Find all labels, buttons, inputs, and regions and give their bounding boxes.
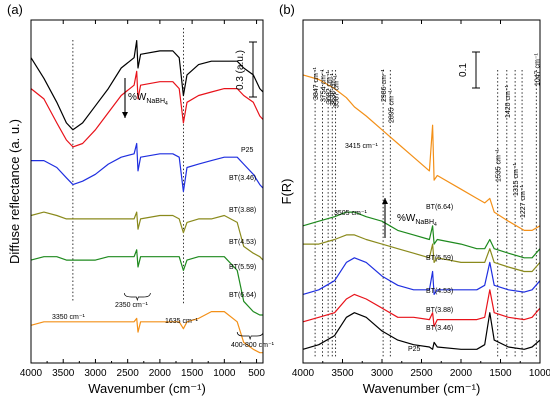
x-axis-label: Wavenumber (cm⁻¹) xyxy=(88,381,206,396)
scale-bar-label: 0.1 xyxy=(458,63,469,77)
series-line xyxy=(30,249,263,316)
y-axis-label: Diffuse reflectance (a. u.) xyxy=(7,119,22,264)
bracket xyxy=(236,331,264,341)
series-line xyxy=(302,289,541,327)
panel-label: (a) xyxy=(7,2,23,17)
series-line xyxy=(302,312,541,350)
series-line xyxy=(30,211,264,261)
annotation-label: 3587 cm⁻¹ xyxy=(334,74,341,108)
annotation-label: 400-800 cm⁻¹ xyxy=(231,342,275,349)
series-line xyxy=(303,234,541,273)
series-line xyxy=(302,257,541,295)
series-label: BT(5.59) xyxy=(426,255,453,262)
x-tick-label: 1000 xyxy=(529,368,550,379)
series-label: BT(4.53) xyxy=(426,288,453,295)
x-tick-label: 2000 xyxy=(450,368,473,379)
x-tick-label: 1500 xyxy=(181,368,204,379)
series-label: BT(3.46) xyxy=(426,325,453,332)
trend-arrow-label: %WNaBH4 xyxy=(397,213,437,228)
trend-arrow-label: %WNaBH4 xyxy=(128,92,168,107)
series-label: BT(3.88) xyxy=(426,307,453,314)
x-tick-label: 2500 xyxy=(117,368,140,379)
series-line xyxy=(30,70,264,148)
annotation-label: 2350 cm⁻¹ xyxy=(115,302,149,309)
annotation-label: 3630 cm⁻¹ xyxy=(330,72,337,106)
series-line xyxy=(30,311,263,354)
x-tick-label: 1000 xyxy=(213,368,236,379)
x-tick-label: 500 xyxy=(248,368,265,379)
x-tick-label: 4000 xyxy=(292,368,315,379)
series-label: BT(5.59) xyxy=(229,264,256,271)
x-tick-label: 3500 xyxy=(52,368,75,379)
trend-arrow-head xyxy=(122,112,128,118)
x-tick-label: 1500 xyxy=(489,368,512,379)
trend-arrow-head xyxy=(382,198,388,204)
annotation-label: 3754 cm⁻¹ xyxy=(320,68,327,102)
chart-panel-a: 4000 3500 3000 2500 2000 1500 1000 500 Wavenumbe… xyxy=(7,2,275,396)
bracket xyxy=(123,292,151,302)
series-line xyxy=(302,211,541,259)
series-line xyxy=(302,74,541,231)
annotation-label: 1635 cm⁻¹ xyxy=(165,318,199,325)
series-label: BT(6.64) xyxy=(426,204,453,211)
annotation-label: 3415 cm⁻¹ xyxy=(345,143,379,150)
annotation-label: 1420 cm⁻¹ xyxy=(505,84,512,118)
x-tick-label: 2000 xyxy=(149,368,172,379)
x-tick-label: 4000 xyxy=(20,368,43,379)
panel-label: (b) xyxy=(279,2,295,17)
annotation-label: 3682 cm⁻¹ xyxy=(326,70,333,104)
annotation-label: 1535 cm⁻¹ xyxy=(496,148,503,182)
series-label: BT(3.88) xyxy=(229,207,256,214)
plot-frame xyxy=(30,19,264,364)
series-label: BT(3.46) xyxy=(229,175,256,182)
series-label: P25 xyxy=(241,147,254,154)
x-tick-label: 3000 xyxy=(84,368,107,379)
annotation-label: 3350 cm⁻¹ xyxy=(52,314,86,321)
annotation-label: 1047 cm⁻¹ xyxy=(534,52,541,86)
series-label: P25 xyxy=(408,346,421,353)
annotation-label: 1315 cm⁻¹ xyxy=(513,162,520,196)
annotation-label: 2986 cm⁻¹ xyxy=(381,68,388,102)
chart-panel-b: 4000 3500 3000 2500 2000 1500 1000 Wavenumber (… xyxy=(279,2,550,396)
series-label: BT(6.64) xyxy=(229,292,256,299)
x-tick-label: 3500 xyxy=(331,368,354,379)
scale-bar-label: 0.3 (a.u.) xyxy=(235,50,246,90)
x-tick-label: 2500 xyxy=(410,368,433,379)
plot-frame xyxy=(302,19,541,364)
annotation-label: 3847 cm⁻¹ xyxy=(313,66,320,100)
series-line xyxy=(31,142,264,193)
annotation-label: 2895 cm⁻¹ xyxy=(388,89,395,123)
series-line xyxy=(30,40,264,131)
annotation-label: 1227 cm⁻¹ xyxy=(520,184,527,218)
series-label: BT(4.53) xyxy=(229,239,256,246)
y-axis-label: F(R) xyxy=(279,179,294,205)
x-axis-label: Wavenumber (cm⁻¹) xyxy=(363,381,481,396)
annotation-label: 3505 cm⁻¹ xyxy=(334,210,368,217)
x-tick-label: 3000 xyxy=(371,368,394,379)
